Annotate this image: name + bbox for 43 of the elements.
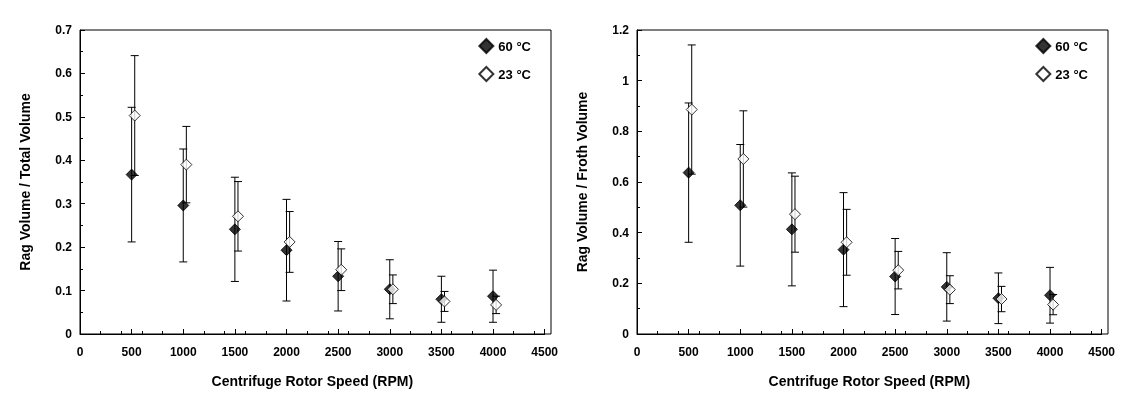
y-tick-label: 0.1 [55, 283, 73, 298]
y-tick-label: 0.7 [55, 23, 73, 37]
legend-label: 60 °C [1055, 38, 1089, 54]
legend-label: 60 °C [498, 38, 532, 54]
x-tick-label: 4500 [531, 345, 559, 359]
y-axis-title: Rag Volume / Froth Volume [574, 91, 590, 273]
legend-label: 23 °C [498, 66, 532, 82]
y-tick-label: 0.3 [55, 196, 73, 211]
x-tick-label: 3500 [428, 345, 456, 359]
x-axis-title: Centrifuge Rotor Speed (RPM) [211, 373, 414, 389]
y-tick-label: 0 [65, 327, 73, 341]
y-tick-label: 0.8 [612, 124, 630, 139]
x-tick-label: 4500 [1088, 345, 1116, 359]
y-tick-label: 0.2 [612, 276, 630, 291]
y-tick-label: 1.2 [612, 23, 630, 37]
x-tick-label: 3500 [985, 345, 1013, 359]
x-tick-label: 500 [121, 345, 142, 359]
y-tick-label: 0.5 [55, 109, 73, 124]
x-tick-label: 2500 [324, 345, 352, 359]
x-tick-label: 1000 [726, 345, 754, 359]
x-tick-label: 500 [678, 345, 699, 359]
y-tick-label: 0.4 [612, 225, 630, 240]
x-tick-label: 3000 [376, 345, 404, 359]
x-tick-label: 2000 [830, 345, 858, 359]
y-tick-label: 0 [622, 327, 630, 341]
x-tick-label: 0 [76, 345, 84, 359]
y-tick-label: 0.6 [612, 175, 630, 189]
x-tick-label: 3000 [933, 345, 961, 359]
y-axis-title: Rag Volume / Total Volume [17, 93, 33, 271]
legend-label: 23 °C [1055, 66, 1089, 82]
x-tick-label: 1500 [221, 345, 249, 359]
x-tick-label: 0 [633, 345, 641, 359]
y-tick-label: 0.6 [55, 66, 73, 81]
x-axis-title: Centrifuge Rotor Speed (RPM) [768, 373, 971, 389]
x-tick-label: 4000 [479, 345, 507, 359]
x-tick-label: 1000 [169, 345, 197, 359]
y-tick-label: 1 [622, 73, 630, 88]
y-tick-label: 0.4 [55, 153, 73, 168]
x-tick-label: 2500 [881, 345, 909, 359]
x-tick-label: 1500 [778, 345, 806, 359]
x-tick-label: 2000 [273, 345, 301, 359]
y-tick-label: 0.2 [55, 240, 73, 255]
x-tick-label: 4000 [1036, 345, 1064, 359]
